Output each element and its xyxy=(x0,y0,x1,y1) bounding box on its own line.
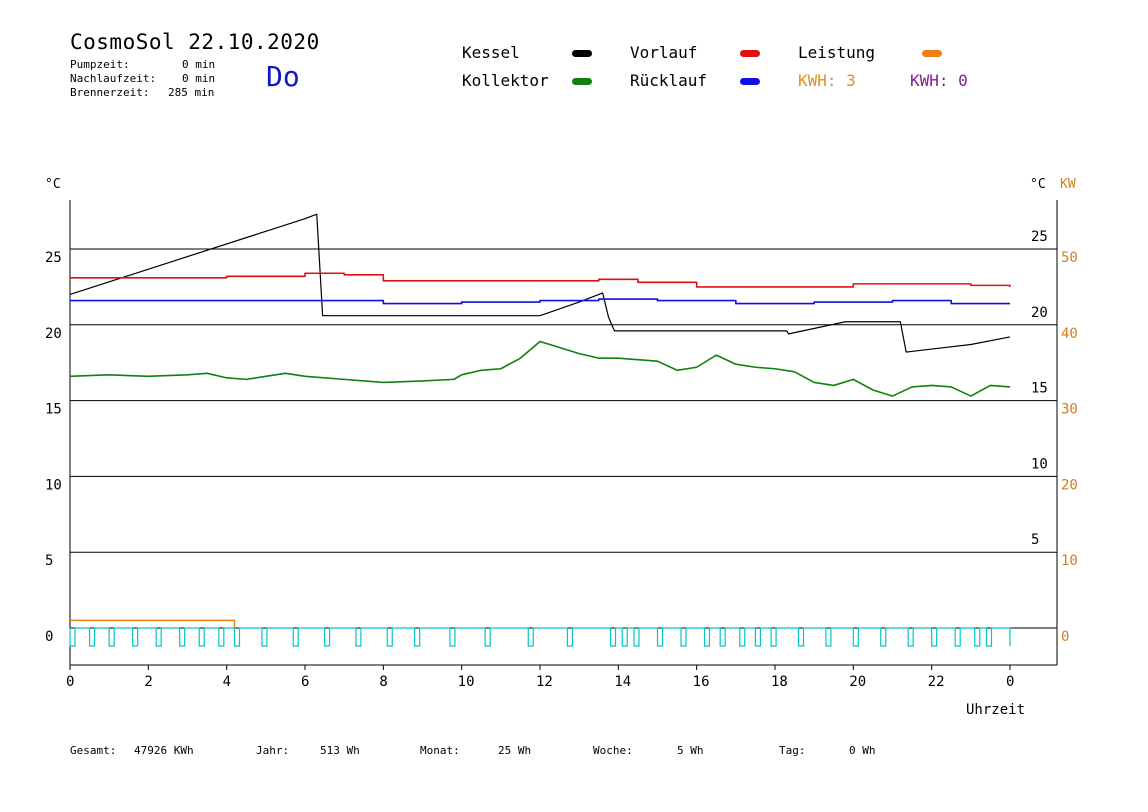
y-tick-label-left: 0 xyxy=(45,629,53,645)
legend-leistung-swatch xyxy=(922,50,942,57)
chart-series xyxy=(69,213,1011,647)
y-tick-label-left: 10 xyxy=(45,477,62,493)
x-tick-label: 4 xyxy=(223,674,231,690)
leistung-line xyxy=(70,619,236,628)
footer-woche-value: 5 Wh xyxy=(677,744,704,757)
y-tick-label-kw: 10 xyxy=(1061,553,1078,569)
stat-pumpzeit-label: Pumpzeit: xyxy=(70,58,130,71)
y-axis-unit-left: °C xyxy=(45,177,61,192)
chart-grid xyxy=(70,248,1057,629)
footer-monat-label: Monat: xyxy=(420,744,460,757)
footer-woche-label: Woche: xyxy=(593,744,633,757)
stat-brennerzeit-value: 285 min xyxy=(168,86,215,99)
y-tick-label-left: 25 xyxy=(45,250,62,266)
pump-pulses xyxy=(69,627,1011,647)
chart-axes xyxy=(69,200,1058,666)
y-tick-label-right: 20 xyxy=(1031,305,1048,321)
y-tick-label-right: 10 xyxy=(1031,456,1048,472)
stat-nachlaufzeit-label: Nachlaufzeit: xyxy=(70,72,157,85)
y-axis-unit-right-kw: KW xyxy=(1060,177,1076,192)
x-tick-label: 10 xyxy=(458,674,475,690)
legend-ruecklauf-swatch xyxy=(740,78,760,85)
stat-pumpzeit-value: 0 min xyxy=(182,58,216,71)
y-tick-label-kw: 50 xyxy=(1061,250,1078,266)
legend-kollektor-label: Kollektor xyxy=(462,71,549,90)
stat-brennerzeit-label: Brennerzeit: xyxy=(70,86,150,99)
y-tick-label-kw: 30 xyxy=(1061,402,1078,418)
y-tick-label-right: 15 xyxy=(1031,381,1048,397)
y-tick-label-kw: 0 xyxy=(1061,629,1069,645)
legend-vorlauf-label: Vorlauf xyxy=(630,43,698,62)
x-tick-label: 8 xyxy=(379,674,387,690)
legend-kwh-purple: KWH: 0 xyxy=(910,71,968,90)
legend-kessel-swatch xyxy=(572,50,592,57)
x-tick-label: 0 xyxy=(66,674,74,690)
footer-tag-value: 0 Wh xyxy=(849,744,876,757)
y-tick-label-left: 15 xyxy=(45,402,62,418)
x-tick-label: 18 xyxy=(771,674,788,690)
weekday-label: Do xyxy=(266,60,300,93)
series-line-kessel xyxy=(69,213,1011,353)
y-tick-label-left: 5 xyxy=(45,553,53,569)
legend-leistung-label: Leistung xyxy=(798,43,876,62)
x-tick-label: 14 xyxy=(614,674,631,690)
y-axis-unit-right: °C xyxy=(1030,177,1046,192)
legend-vorlauf-swatch xyxy=(740,50,760,57)
footer-monat-value: 25 Wh xyxy=(498,744,532,757)
footer-gesamt-label: Gesamt: xyxy=(70,744,117,757)
series-line-kollektor xyxy=(69,340,1011,397)
legend-kollektor-swatch xyxy=(572,78,592,85)
series-line-ruecklauf xyxy=(70,298,1010,305)
y-tick-label-right: 5 xyxy=(1031,532,1039,548)
x-tick-label: 20 xyxy=(849,674,866,690)
y-tick-label-right: 25 xyxy=(1031,229,1048,245)
chart-title: CosmoSol 22.10.2020 xyxy=(70,30,320,54)
footer-tag-label: Tag: xyxy=(779,744,806,757)
y-tick-label-kw: 40 xyxy=(1061,326,1078,342)
x-axis-label: Uhrzeit xyxy=(966,702,1025,718)
chart-ticks: 0 2 4 6 8 10 12 14 16 18 20 22 0 0 5 10 15 20 25 5 10 15 20 25 0… xyxy=(45,229,1078,690)
x-tick-label: 2 xyxy=(144,674,152,690)
legend-ruecklauf-label: Rücklauf xyxy=(630,71,708,90)
y-tick-label-kw: 20 xyxy=(1061,477,1078,493)
footer-gesamt-value: 47926 KWh xyxy=(134,744,194,757)
stat-nachlaufzeit-value: 0 min xyxy=(182,72,216,85)
x-tick-label: 0 xyxy=(1006,674,1014,690)
x-tick-label: 22 xyxy=(928,674,945,690)
legend-kessel-label: Kessel xyxy=(462,43,520,62)
footer-jahr-label: Jahr: xyxy=(256,744,290,757)
y-tick-label-left: 20 xyxy=(45,326,62,342)
series-line-vorlauf xyxy=(70,272,1011,288)
x-tick-label: 6 xyxy=(301,674,309,690)
legend-kwh-orange: KWH: 3 xyxy=(798,71,856,90)
x-tick-label: 16 xyxy=(693,674,710,690)
x-tick-label: 12 xyxy=(536,674,553,690)
footer-jahr-value: 513 Wh xyxy=(320,744,360,757)
